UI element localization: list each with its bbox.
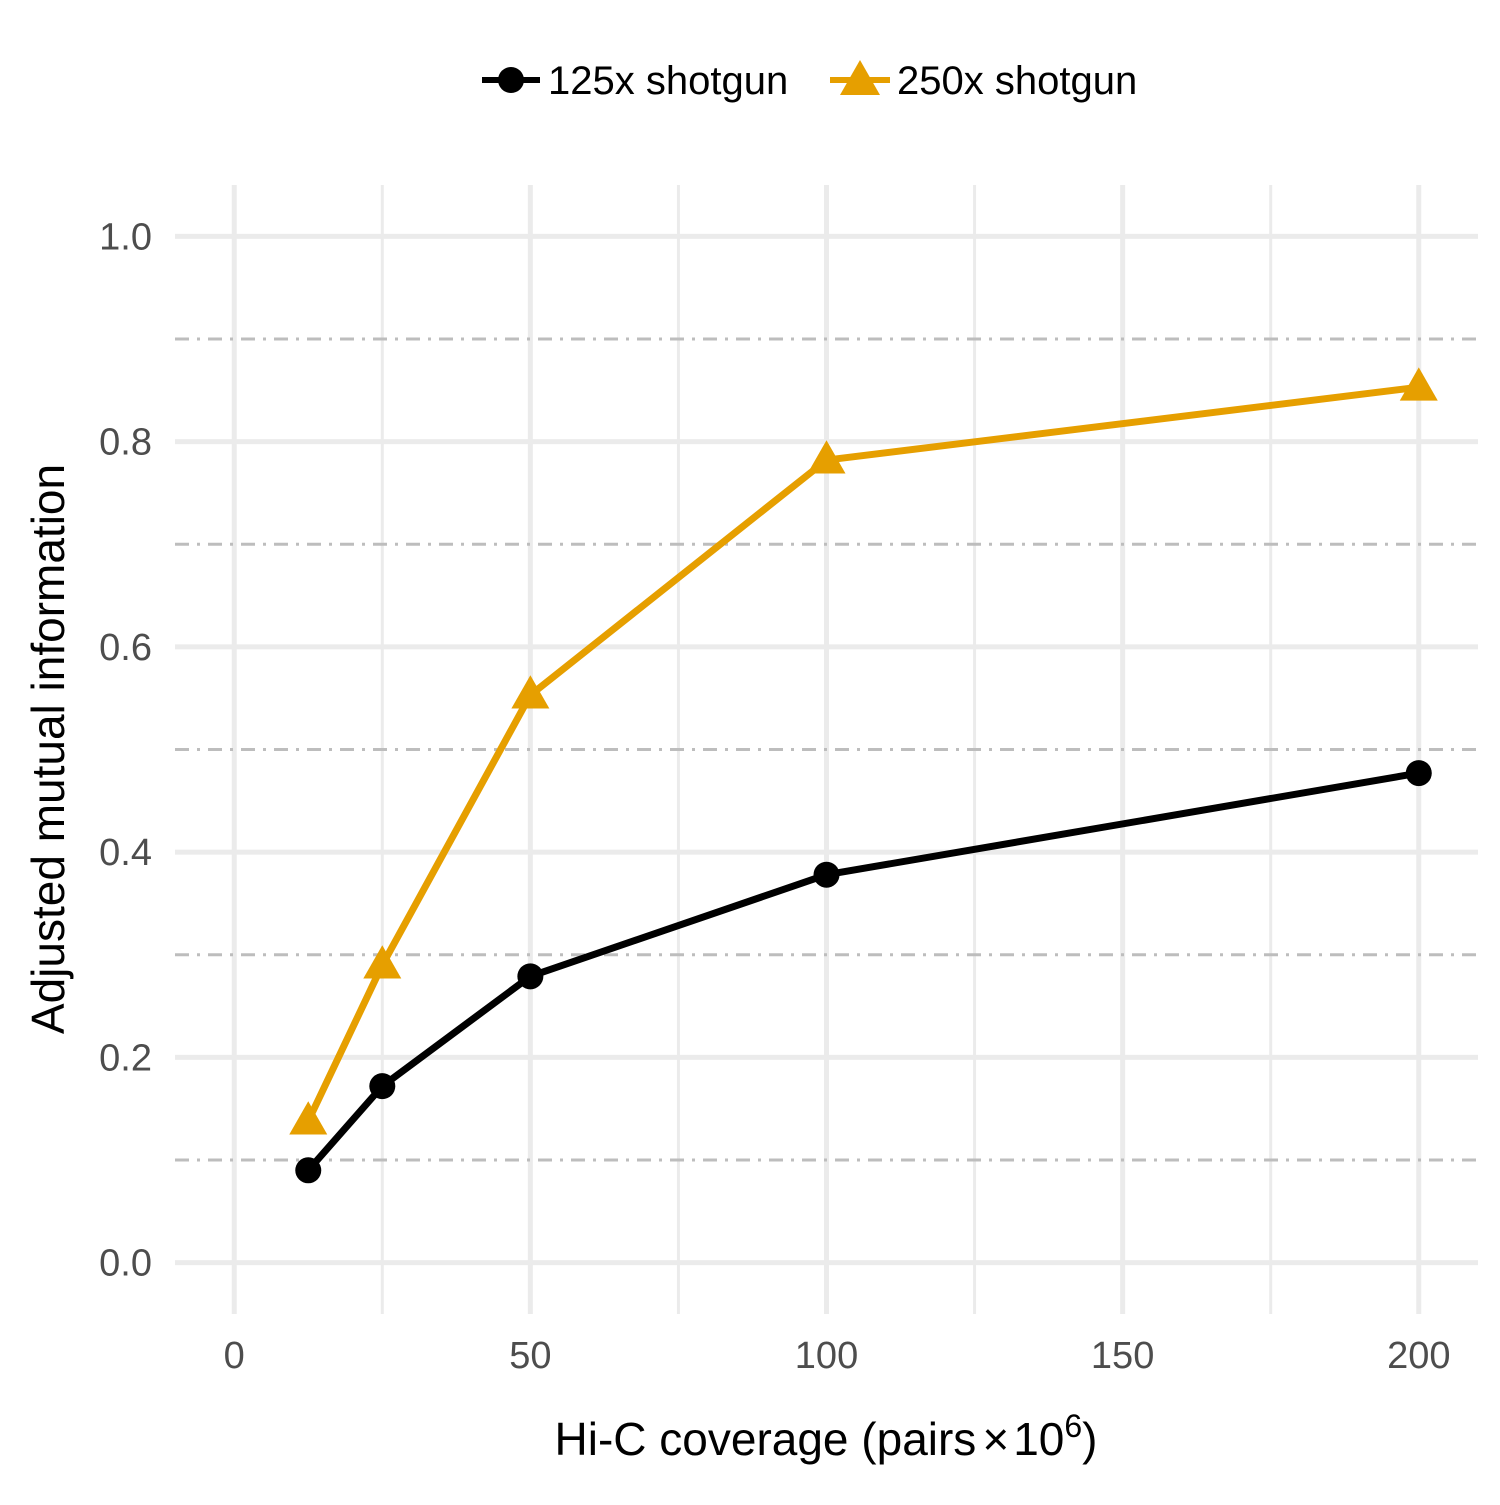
y-tick-label: 0.2 bbox=[99, 1037, 152, 1079]
x-tick-label: 50 bbox=[509, 1335, 551, 1377]
series-line bbox=[304, 383, 1423, 1125]
y-axis-ticks: 0.0 0.2 0.4 0.6 0.8 1.0 bbox=[99, 216, 152, 1284]
data-point bbox=[295, 1157, 322, 1184]
x-axis-ticks: 0 50 100 150 200 bbox=[224, 1335, 1451, 1377]
x-axis-title: Hi-C coverage (pairs ×106) bbox=[555, 1408, 1098, 1465]
data-point bbox=[807, 440, 846, 474]
data-point bbox=[511, 675, 550, 709]
series-0 bbox=[295, 760, 1432, 1184]
legend-triangle-marker bbox=[840, 60, 880, 95]
data-point bbox=[363, 945, 402, 979]
legend-item-250x: 250x shotgun bbox=[830, 59, 1137, 103]
data-point bbox=[517, 963, 544, 990]
y-axis-title: Adjusted mutual information bbox=[22, 464, 74, 1034]
y-tick-label: 0.8 bbox=[99, 422, 152, 464]
data-point bbox=[289, 1101, 328, 1135]
legend-label-125x: 125x shotgun bbox=[548, 59, 788, 103]
series-1 bbox=[289, 367, 1438, 1135]
y-tick-label: 1.0 bbox=[99, 216, 152, 258]
data-point bbox=[813, 861, 840, 888]
legend-circle-marker bbox=[498, 67, 524, 93]
data-point bbox=[1399, 367, 1438, 401]
series bbox=[289, 367, 1438, 1184]
x-tick-label: 200 bbox=[1387, 1335, 1450, 1377]
legend-item-125x: 125x shotgun bbox=[482, 59, 788, 103]
data-point bbox=[369, 1073, 396, 1100]
y-tick-label: 0.4 bbox=[99, 832, 152, 874]
x-tick-label: 0 bbox=[224, 1335, 245, 1377]
legend-label-250x: 250x shotgun bbox=[897, 59, 1137, 103]
data-point bbox=[1405, 760, 1432, 787]
x-tick-label: 150 bbox=[1091, 1335, 1154, 1377]
y-tick-label: 0.6 bbox=[99, 627, 152, 669]
series-line bbox=[304, 769, 1423, 1174]
y-tick-label: 0.0 bbox=[99, 1243, 152, 1285]
x-tick-label: 100 bbox=[795, 1335, 858, 1377]
legend: 125x shotgun 250x shotgun bbox=[482, 59, 1137, 103]
reference-lines bbox=[175, 337, 1478, 1162]
